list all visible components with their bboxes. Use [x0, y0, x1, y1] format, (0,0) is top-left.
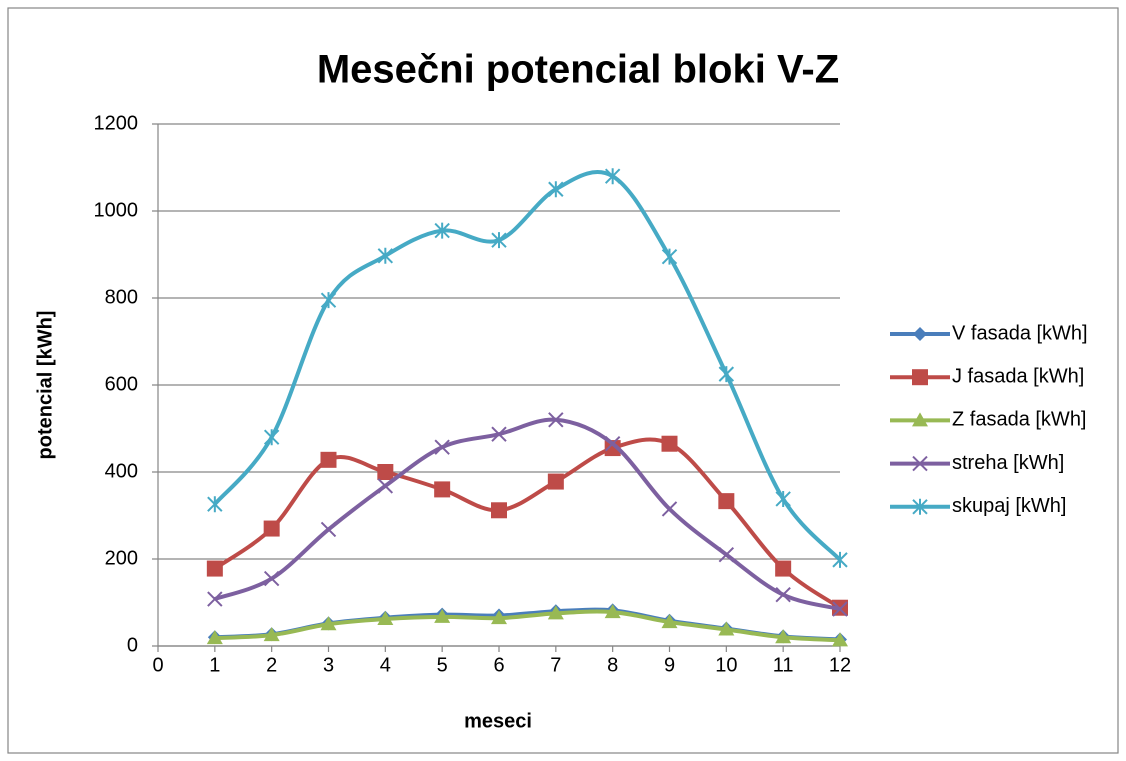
series-line [213, 437, 842, 610]
marker [718, 493, 735, 510]
marker [547, 605, 564, 620]
x-tick-label: 10 [715, 654, 737, 676]
legend-label: V fasada [kWh] [952, 322, 1088, 344]
x-tick-label: 5 [437, 654, 448, 676]
marker [661, 614, 678, 629]
marker [604, 436, 621, 452]
marker [207, 591, 223, 607]
marker [377, 478, 394, 494]
marker [207, 496, 223, 513]
legend-marker [912, 412, 928, 427]
marker [263, 570, 280, 587]
x-tick-label: 2 [266, 654, 277, 676]
legend-marker [912, 455, 928, 472]
marker [718, 366, 735, 383]
marker [548, 412, 564, 428]
marker [718, 546, 735, 563]
legend-label: skupaj [kWh] [952, 495, 1066, 517]
marker [548, 181, 564, 198]
x-axis-label: meseci [464, 710, 532, 732]
marker [434, 481, 451, 498]
chart-border [7, 7, 1119, 754]
legend-label: Z fasada [kWh] [952, 409, 1087, 431]
marker [832, 601, 848, 617]
x-tick-label: 4 [380, 654, 391, 676]
legend-marker [912, 369, 928, 386]
marker [604, 604, 621, 619]
marker [775, 629, 792, 644]
y-tick-label: 1200 [94, 112, 139, 134]
y-tick-label: 600 [105, 373, 138, 395]
marker [263, 429, 280, 446]
marker [434, 608, 451, 623]
marker [377, 611, 394, 626]
y-tick-label: 400 [105, 460, 138, 482]
marker [206, 560, 223, 577]
x-tick-label: 9 [664, 654, 675, 676]
marker [661, 501, 678, 517]
marker [491, 502, 507, 519]
marker [661, 248, 678, 265]
marker [320, 292, 337, 309]
marker [434, 222, 450, 239]
marker [263, 627, 280, 642]
legend-label: streha [kWh] [952, 452, 1064, 474]
y-axis-label: potencial [kWh] [34, 311, 56, 460]
marker [320, 451, 337, 468]
y-tick-label: 1000 [94, 199, 139, 221]
marker [661, 435, 678, 452]
x-tick-label: 6 [493, 654, 504, 676]
marker [377, 247, 394, 264]
x-tick-label: 3 [323, 654, 334, 676]
series-line [213, 170, 842, 562]
legend-label: J fasada [kWh] [952, 365, 1084, 387]
marker [604, 440, 621, 457]
x-tick-label: 1 [209, 654, 220, 676]
marker [775, 490, 791, 507]
marker [320, 521, 337, 538]
marker [832, 551, 848, 568]
marker [547, 473, 564, 490]
marker [320, 616, 337, 631]
marker [263, 520, 280, 537]
x-tick-label: 12 [829, 654, 851, 676]
legend-marker [913, 327, 927, 341]
marker [491, 610, 507, 625]
marker [718, 621, 735, 636]
x-tick-label: 11 [773, 654, 794, 676]
marker [434, 439, 450, 455]
marker [775, 560, 792, 577]
y-tick-label: 800 [105, 286, 138, 308]
chart-title: Mesečni potencial bloki V-Z [317, 48, 839, 92]
legend-marker [912, 498, 928, 515]
x-tick-label: 8 [607, 654, 618, 676]
y-tick-label: 0 [127, 634, 138, 656]
marker [604, 168, 621, 185]
marker [491, 426, 507, 442]
marker [775, 586, 791, 603]
marker [832, 632, 848, 647]
marker [206, 630, 223, 645]
x-tick-label: 0 [152, 654, 163, 676]
marker [491, 232, 507, 249]
marker [377, 464, 394, 480]
x-tick-label: 7 [550, 654, 561, 676]
y-tick-label: 200 [105, 547, 138, 569]
